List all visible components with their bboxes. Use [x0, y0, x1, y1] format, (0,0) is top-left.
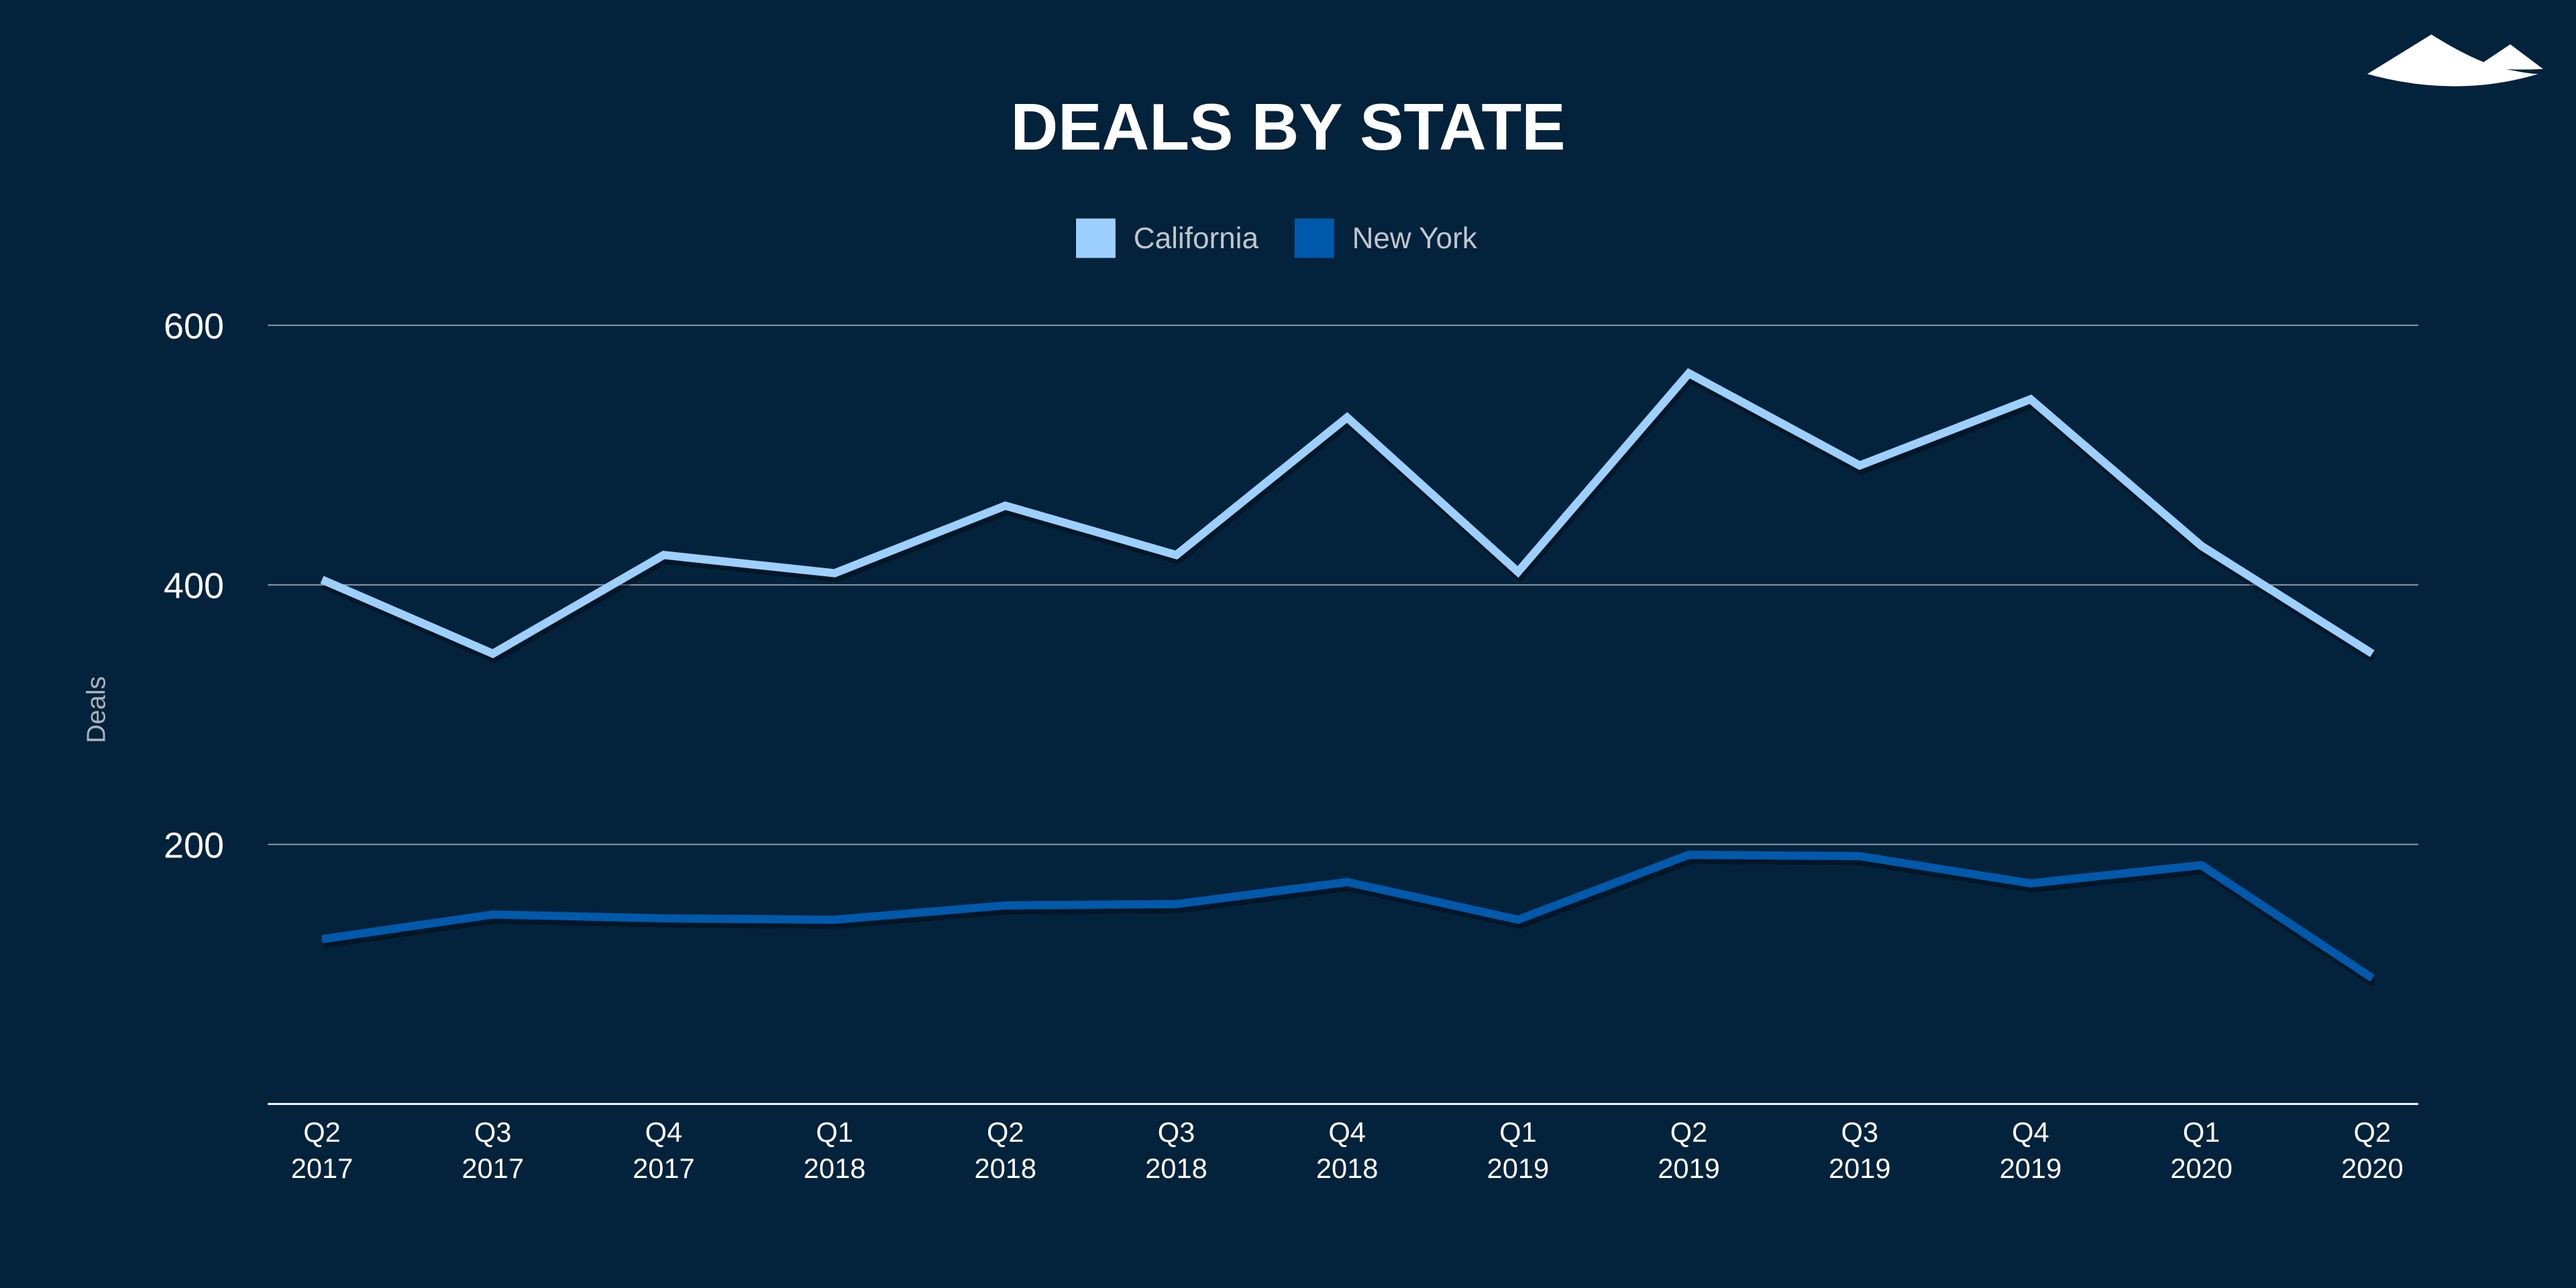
legend-item: California — [1076, 218, 1259, 258]
series-line-california — [320, 368, 2375, 659]
x-tick-label: Q2 2017 — [291, 1116, 354, 1184]
series — [320, 368, 2377, 987]
series-shadow — [323, 855, 2377, 987]
y-tick-label: 400 — [164, 566, 224, 606]
x-tick-label: Q4 2018 — [1316, 1116, 1379, 1184]
legend-label: California — [1134, 222, 1259, 255]
x-axis-ticks: Q2 2017 Q3 2017 Q4 2017 Q1 2018 Q2 2018 Q3 2018 Q4 20… — [291, 1116, 2404, 1184]
x-tick-label: Q1 2018 — [804, 1116, 866, 1184]
x-tick-label: Q3 2017 — [462, 1116, 524, 1184]
x-tick-label: Q1 2019 — [1487, 1116, 1550, 1184]
mountains-logo-icon — [2367, 34, 2544, 87]
logo — [2367, 34, 2544, 87]
x-tick-label: Q3 2019 — [1829, 1116, 1891, 1184]
x-tick-label: Q4 2019 — [2000, 1116, 2062, 1184]
x-tick-label: Q3 2018 — [1145, 1116, 1208, 1184]
legend-label: New York — [1352, 222, 1478, 255]
x-tick-label: Q4 2017 — [633, 1116, 695, 1184]
x-tick-label: Q2 2018 — [974, 1116, 1036, 1184]
legend-swatch — [1076, 218, 1116, 258]
y-axis-label: Deals — [83, 676, 111, 743]
series-line-new-york — [321, 851, 2375, 982]
y-axis-ticks: 200 400 600 — [164, 306, 224, 865]
x-tick-label: Q2 2020 — [2341, 1116, 2404, 1184]
legend-swatch — [1294, 218, 1334, 258]
y-tick-label: 200 — [164, 825, 224, 865]
legend: California New York — [1076, 218, 1478, 258]
x-tick-label: Q2 2019 — [1658, 1116, 1720, 1184]
legend-item: New York — [1294, 218, 1478, 258]
gridlines — [268, 324, 2418, 1106]
y-tick-label: 600 — [164, 306, 224, 346]
chart-title: DEALS BY STATE — [1010, 90, 1565, 164]
x-tick-label: Q1 2020 — [2170, 1116, 2233, 1184]
